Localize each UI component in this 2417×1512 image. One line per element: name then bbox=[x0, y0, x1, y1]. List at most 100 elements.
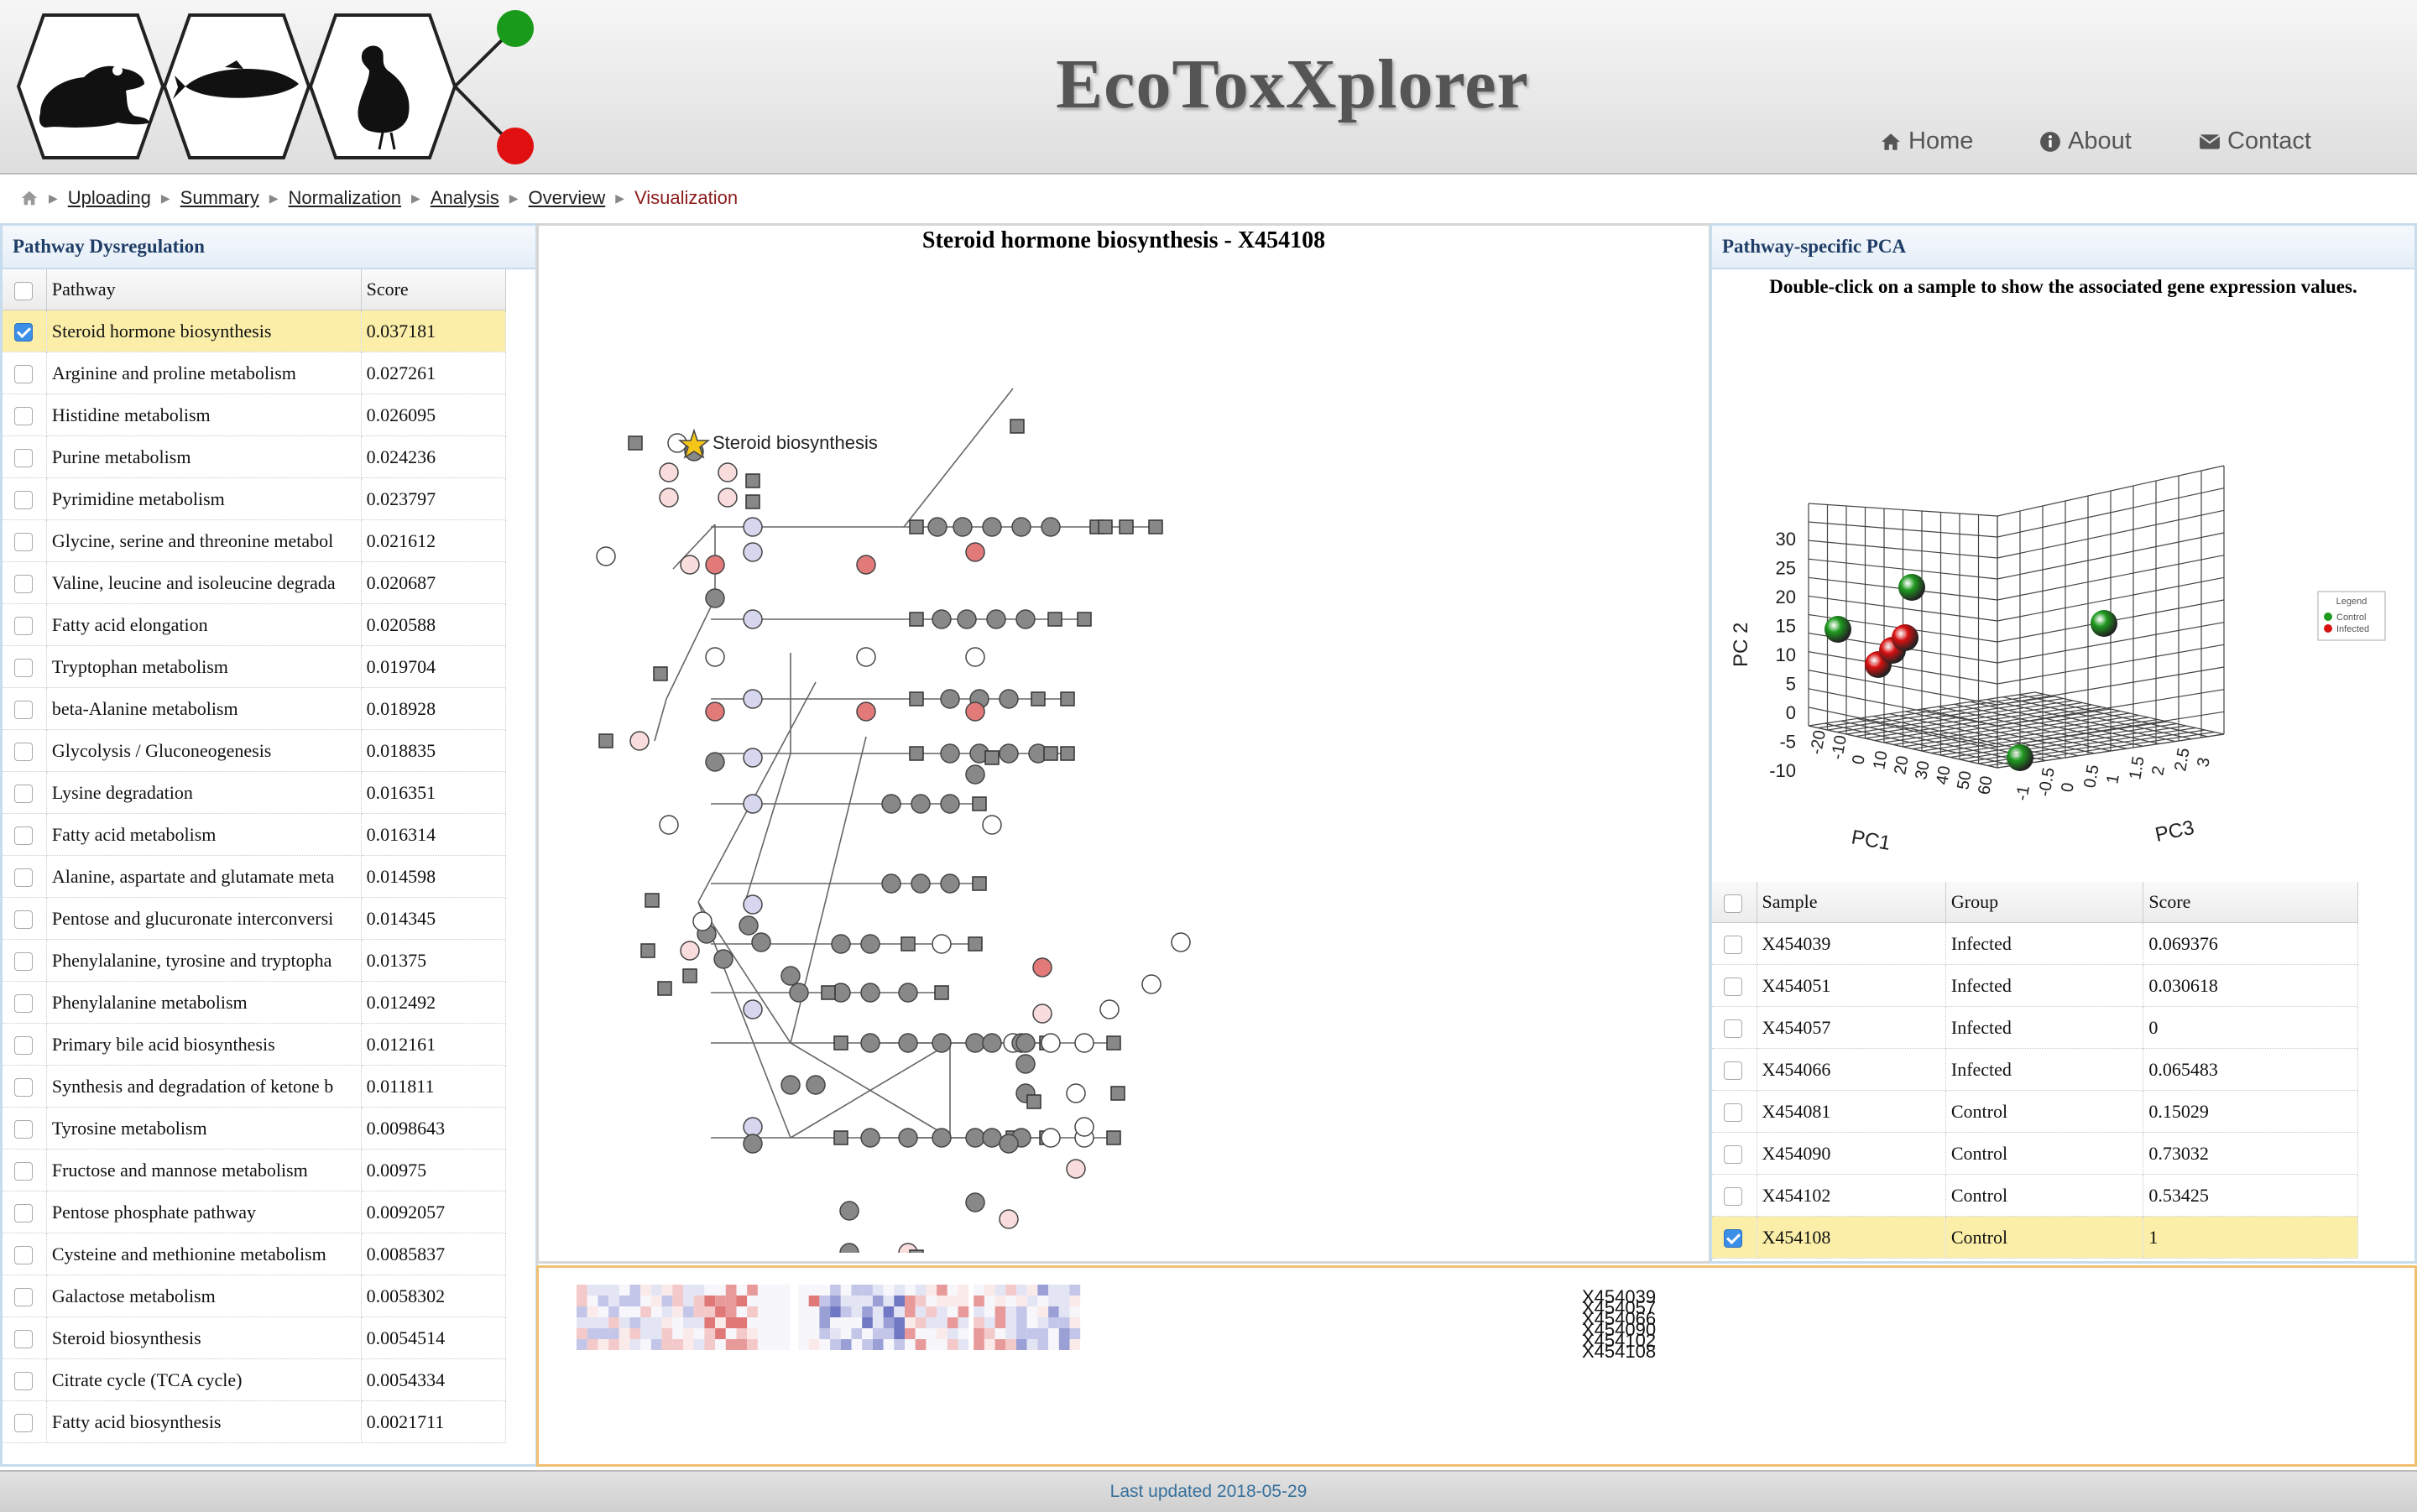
select-all-samples-checkbox[interactable] bbox=[1724, 894, 1742, 913]
sample-row[interactable]: X454081 Control 0.15029 bbox=[1712, 1090, 2358, 1133]
sample-row-checkbox[interactable] bbox=[1724, 1187, 1742, 1207]
nav-about[interactable]: About bbox=[2039, 128, 2132, 155]
col-sample-score[interactable]: Score bbox=[2143, 882, 2358, 923]
pathway-row[interactable]: beta-Alanine metabolism 0.018928 bbox=[3, 687, 507, 730]
pathway-row[interactable]: Pentose and glucuronate interconversi 0.0… bbox=[3, 897, 507, 940]
sample-row-checkbox[interactable] bbox=[1724, 1145, 1742, 1165]
pathway-row[interactable]: Phenylalanine metabolism 0.012492 bbox=[3, 981, 507, 1024]
crumb-normalization[interactable]: ▶ Normalization bbox=[269, 187, 402, 208]
select-all-pathways-checkbox[interactable] bbox=[14, 281, 33, 300]
pathway-row-checkbox[interactable] bbox=[14, 1078, 33, 1098]
pathway-row-checkbox[interactable] bbox=[14, 1162, 33, 1181]
heatmap-cell bbox=[937, 1296, 947, 1306]
pathway-row-checkbox[interactable] bbox=[14, 1120, 33, 1139]
pathway-row-checkbox[interactable] bbox=[14, 449, 33, 468]
pathway-row-checkbox[interactable] bbox=[14, 994, 33, 1014]
sample-row[interactable]: X454090 Control 0.73032 bbox=[1712, 1132, 2358, 1175]
pathway-row-checkbox[interactable] bbox=[14, 1372, 33, 1391]
pathway-row[interactable]: Steroid biosynthesis 0.0054514 bbox=[3, 1316, 507, 1359]
col-group[interactable]: Group bbox=[1945, 882, 2144, 923]
pathway-row-checkbox[interactable] bbox=[14, 785, 33, 804]
nav-home[interactable]: Home bbox=[1880, 128, 1973, 155]
pathway-row-checkbox[interactable] bbox=[14, 1414, 33, 1433]
sample-row-checkbox[interactable] bbox=[1724, 936, 1742, 955]
expression-heatmap[interactable]: X454039X454057X454066X454090X454102X4541… bbox=[539, 1268, 2414, 1464]
nav-about-label: About bbox=[2068, 128, 2132, 154]
pathway-row-checkbox[interactable] bbox=[14, 868, 33, 888]
pathway-row-checkbox[interactable] bbox=[14, 1246, 33, 1265]
heatmap-cell bbox=[587, 1306, 598, 1317]
sample-row[interactable]: X454051 Infected 0.030618 bbox=[1712, 964, 2358, 1007]
pathway-row[interactable]: Fatty acid elongation 0.020588 bbox=[3, 603, 507, 646]
pathway-row[interactable]: Cysteine and methionine metabolism 0.0085… bbox=[3, 1233, 507, 1275]
heatmap-cell bbox=[747, 1317, 758, 1328]
pathway-row[interactable]: Alanine, aspartate and glutamate meta 0.0… bbox=[3, 855, 507, 898]
pathway-row-checkbox[interactable] bbox=[14, 826, 33, 846]
pathway-row[interactable]: Tyrosine metabolism 0.0098643 bbox=[3, 1107, 507, 1150]
sample-row[interactable]: X454057 Infected 0 bbox=[1712, 1006, 2358, 1049]
pathway-row[interactable]: Citrate cycle (TCA cycle) 0.0054334 bbox=[3, 1358, 507, 1401]
pathway-row[interactable]: Tryptophan metabolism 0.019704 bbox=[3, 645, 507, 688]
pathway-row[interactable]: Glycine, serine and threonine metabol 0.0… bbox=[3, 519, 507, 562]
pathway-row[interactable]: Primary bile acid biosynthesis 0.012161 bbox=[3, 1023, 507, 1066]
pathway-row-checkbox[interactable] bbox=[14, 952, 33, 972]
pathway-row[interactable]: Valine, leucine and isoleucine degrada 0.… bbox=[3, 561, 507, 604]
heatmap-cell bbox=[1005, 1328, 1016, 1339]
col-sample[interactable]: Sample bbox=[1757, 882, 1946, 923]
sample-row-checkbox[interactable] bbox=[1724, 1061, 1742, 1081]
pathway-row-checkbox[interactable] bbox=[14, 575, 33, 594]
pathway-row[interactable]: Fatty acid metabolism 0.016314 bbox=[3, 813, 507, 856]
pathway-row[interactable]: Glycolysis / Gluconeogenesis 0.018835 bbox=[3, 729, 507, 772]
network-node bbox=[965, 1128, 985, 1148]
pathway-row[interactable]: Arginine and proline metabolism 0.027261 bbox=[3, 352, 507, 394]
sample-row-checkbox[interactable] bbox=[1724, 1019, 1742, 1039]
pathway-row-checkbox[interactable] bbox=[14, 365, 33, 384]
pathway-row-checkbox[interactable] bbox=[14, 323, 33, 342]
pathway-row[interactable]: Fructose and mannose metabolism 0.00975 bbox=[3, 1149, 507, 1191]
pathway-row[interactable]: Purine metabolism 0.024236 bbox=[3, 435, 507, 478]
col-pathway[interactable]: Pathway bbox=[46, 269, 362, 310]
sample-row[interactable]: X454039 Infected 0.069376 bbox=[1712, 922, 2358, 965]
pathway-row[interactable]: Lysine degradation 0.016351 bbox=[3, 771, 507, 814]
pathway-row-checkbox[interactable] bbox=[14, 1204, 33, 1223]
sample-row[interactable]: X454066 Infected 0.065483 bbox=[1712, 1048, 2358, 1091]
pathway-row-checkbox[interactable] bbox=[14, 491, 33, 510]
pathway-row[interactable]: Fatty acid biosynthesis 0.0021711 bbox=[3, 1400, 507, 1443]
pathway-row-checkbox[interactable] bbox=[14, 743, 33, 762]
heatmap-cell bbox=[808, 1339, 820, 1350]
pathway-row-checkbox[interactable] bbox=[14, 617, 33, 636]
pathway-row-checkbox[interactable] bbox=[14, 910, 33, 930]
heatmap-cell bbox=[598, 1317, 609, 1328]
pathway-row-checkbox[interactable] bbox=[14, 1036, 33, 1056]
pathway-row[interactable]: Phenylalanine, tyrosine and tryptopha 0.0… bbox=[3, 939, 507, 982]
pathway-row-checkbox[interactable] bbox=[14, 533, 33, 552]
pathway-row[interactable]: Pyrimidine metabolism 0.023797 bbox=[3, 477, 507, 520]
heatmap-cell bbox=[715, 1306, 726, 1317]
crumb-uploading[interactable]: ▶ Uploading bbox=[49, 187, 151, 208]
col-score[interactable]: Score bbox=[361, 269, 507, 310]
pathway-row-checkbox[interactable] bbox=[14, 1288, 33, 1307]
sample-row-checkbox[interactable] bbox=[1724, 1103, 1742, 1123]
sample-score: 0.73032 bbox=[2143, 1132, 2358, 1175]
pathway-network[interactable]: Steroid biosynthesis bbox=[539, 254, 1709, 1311]
sample-row-checkbox[interactable] bbox=[1724, 978, 1742, 997]
sample-row-checkbox[interactable] bbox=[1724, 1229, 1742, 1249]
pathway-row[interactable]: Synthesis and degradation of ketone b 0.0… bbox=[3, 1065, 507, 1108]
pathway-row-checkbox[interactable] bbox=[14, 407, 33, 426]
home-crumb-icon[interactable] bbox=[20, 189, 39, 207]
sample-row[interactable]: X454102 Control 0.53425 bbox=[1712, 1174, 2358, 1217]
pathway-row[interactable]: Pentose phosphate pathway 0.0092057 bbox=[3, 1191, 507, 1233]
pathway-row[interactable]: Steroid hormone biosynthesis 0.037181 bbox=[3, 310, 507, 352]
crumb-analysis[interactable]: ▶ Analysis bbox=[411, 187, 499, 208]
pathway-row-checkbox[interactable] bbox=[14, 701, 33, 720]
pathway-row-checkbox[interactable] bbox=[14, 1330, 33, 1349]
crumb-visualization[interactable]: ▶ Visualization bbox=[615, 187, 739, 208]
sample-row[interactable]: X454108 Control 1 bbox=[1712, 1216, 2358, 1259]
pathway-row-checkbox[interactable] bbox=[14, 659, 33, 678]
nav-contact[interactable]: Contact bbox=[2199, 128, 2311, 155]
crumb-summary[interactable]: ▶ Summary bbox=[160, 187, 259, 208]
pathway-row[interactable]: Histidine metabolism 0.026095 bbox=[3, 394, 507, 436]
pathway-row[interactable]: Galactose metabolism 0.0058302 bbox=[3, 1275, 507, 1317]
crumb-overview[interactable]: ▶ Overview bbox=[509, 187, 606, 208]
